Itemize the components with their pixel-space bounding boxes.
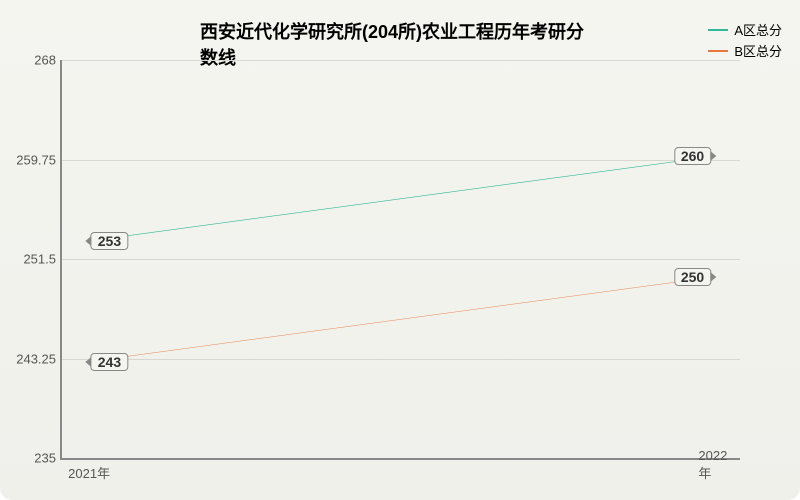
point-label: 243	[91, 353, 128, 371]
y-axis-label: 259.75	[14, 152, 56, 167]
y-axis-label: 235	[14, 451, 56, 466]
point-label: 250	[674, 268, 711, 286]
legend-item-a: A区总分	[708, 20, 782, 39]
plot-area: 235243.25251.5259.752682021年2022年2532602…	[60, 60, 740, 460]
gridline	[62, 160, 740, 161]
legend-label-a: A区总分	[734, 20, 782, 39]
y-axis-label: 268	[14, 53, 56, 68]
gridline	[62, 259, 740, 260]
series-line	[89, 156, 713, 240]
series-line	[89, 277, 713, 361]
gridline	[62, 60, 740, 61]
x-axis-label: 2022年	[698, 448, 727, 482]
legend-swatch-b	[708, 50, 728, 52]
legend: A区总分 B区总分	[708, 20, 782, 62]
y-axis-label: 243.25	[14, 351, 56, 366]
y-axis-label: 251.5	[14, 252, 56, 267]
legend-swatch-a	[708, 29, 728, 31]
point-label: 260	[674, 147, 711, 165]
gridline	[62, 359, 740, 360]
chart-container: 西安近代化学研究所(204所)农业工程历年考研分数线 A区总分 B区总分 235…	[0, 0, 800, 500]
legend-label-b: B区总分	[734, 41, 782, 60]
x-axis-label: 2021年	[68, 463, 110, 482]
point-label: 253	[91, 232, 128, 250]
legend-item-b: B区总分	[708, 41, 782, 60]
